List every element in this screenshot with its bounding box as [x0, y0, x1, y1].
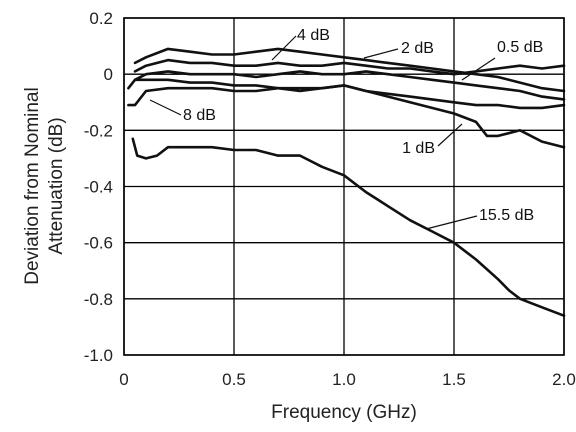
x-tick-label-1: 0.5 — [222, 370, 246, 389]
x-tick-labels: 0 0.5 1.0 1.5 2.0 — [119, 370, 576, 389]
y-tick-label-0: 0.2 — [89, 9, 113, 28]
series-line-1 — [133, 58, 566, 76]
series-label-4: 1 dB — [402, 140, 435, 157]
y-axis-label-line-2: Attenuation (dB) — [46, 117, 67, 254]
series-leader-5 — [425, 215, 478, 230]
y-axis-label-line-1: Deviation from Nominal — [22, 87, 43, 284]
x-tick-label-0: 0 — [119, 370, 128, 389]
series-leader-3 — [149, 99, 182, 116]
series-line-5 — [131, 137, 566, 317]
series-label-3: 8 dB — [183, 107, 216, 124]
series-label-0: 4 dB — [297, 27, 330, 44]
y-tick-label-4: -0.6 — [84, 234, 113, 253]
series-label-5: 15.5 dB — [479, 207, 534, 224]
series-label-2: 0.5 dB — [497, 39, 543, 56]
series-leader-1 — [363, 48, 399, 59]
x-tick-label-3: 1.5 — [442, 370, 466, 389]
y-tick-label-6: -1.0 — [84, 346, 113, 365]
y-axis-label: Deviation from Nominal Attenuation (dB) — [22, 87, 67, 284]
y-tick-label-3: -0.4 — [84, 178, 113, 197]
series-line-0 — [133, 47, 566, 93]
y-tick-labels: 0.2 0 -0.2 -0.4 -0.6 -0.8 -1.0 — [84, 9, 113, 365]
y-tick-label-2: -0.2 — [84, 121, 113, 140]
x-tick-label-4: 2.0 — [552, 370, 576, 389]
series-leader-2 — [461, 57, 496, 81]
x-tick-label-2: 1.0 — [332, 370, 356, 389]
series-label-1: 2 dB — [401, 40, 434, 57]
series-line-4 — [127, 78, 566, 149]
series-lines — [127, 47, 566, 317]
x-axis-label: Frequency (GHz) — [271, 402, 417, 423]
y-tick-label-5: -0.8 — [84, 290, 113, 309]
series-line-2 — [133, 70, 566, 101]
y-tick-label-1: 0 — [104, 65, 113, 84]
series-leader-4 — [437, 123, 463, 147]
plot-frame — [123, 17, 565, 356]
annotations: 4 dB 2 dB 0.5 dB 8 dB 1 dB 15.5 dB — [149, 27, 543, 230]
series-leader-0 — [271, 35, 297, 61]
